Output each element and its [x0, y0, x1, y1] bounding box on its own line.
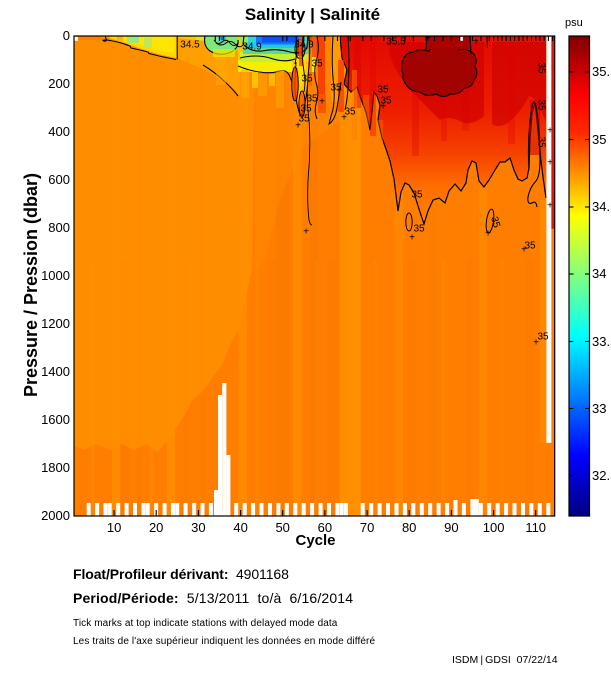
svg-text:35: 35 — [537, 332, 549, 343]
svg-text:+: + — [295, 121, 301, 132]
svg-text:+: + — [425, 34, 431, 45]
svg-text:+: + — [319, 97, 325, 108]
svg-text:35: 35 — [413, 224, 425, 235]
svg-text:35: 35 — [411, 190, 423, 201]
svg-text:35: 35 — [377, 85, 389, 96]
svg-text:+: + — [547, 126, 553, 137]
svg-text:34.5: 34.5 — [180, 40, 200, 51]
svg-text:35: 35 — [306, 94, 318, 105]
svg-text:+: + — [533, 338, 539, 349]
svg-text:35: 35 — [298, 114, 310, 125]
svg-text:35: 35 — [311, 59, 323, 70]
svg-text:+: + — [380, 102, 386, 113]
svg-text:35: 35 — [536, 136, 547, 148]
svg-text:35: 35 — [301, 74, 313, 85]
svg-text:34.9: 34.9 — [294, 40, 314, 51]
svg-text:34.9: 34.9 — [242, 42, 262, 53]
svg-text:+: + — [547, 158, 553, 169]
svg-text:35: 35 — [536, 62, 547, 74]
svg-text:35: 35 — [524, 241, 536, 252]
svg-text:35: 35 — [380, 96, 392, 107]
svg-text:35: 35 — [300, 104, 312, 115]
svg-text:+: + — [521, 245, 527, 256]
svg-text:35: 35 — [536, 99, 547, 111]
svg-text:+: + — [485, 229, 491, 240]
svg-text:+: + — [303, 227, 309, 238]
svg-text:+: + — [547, 201, 553, 212]
svg-text:35.5: 35.5 — [386, 37, 406, 48]
svg-text:35: 35 — [330, 83, 342, 94]
svg-text:+: + — [341, 113, 347, 124]
svg-text:35: 35 — [344, 107, 356, 118]
svg-text:+: + — [473, 37, 479, 48]
svg-text:35: 35 — [488, 215, 502, 229]
svg-text:+: + — [336, 86, 342, 97]
svg-text:+: + — [409, 233, 415, 244]
